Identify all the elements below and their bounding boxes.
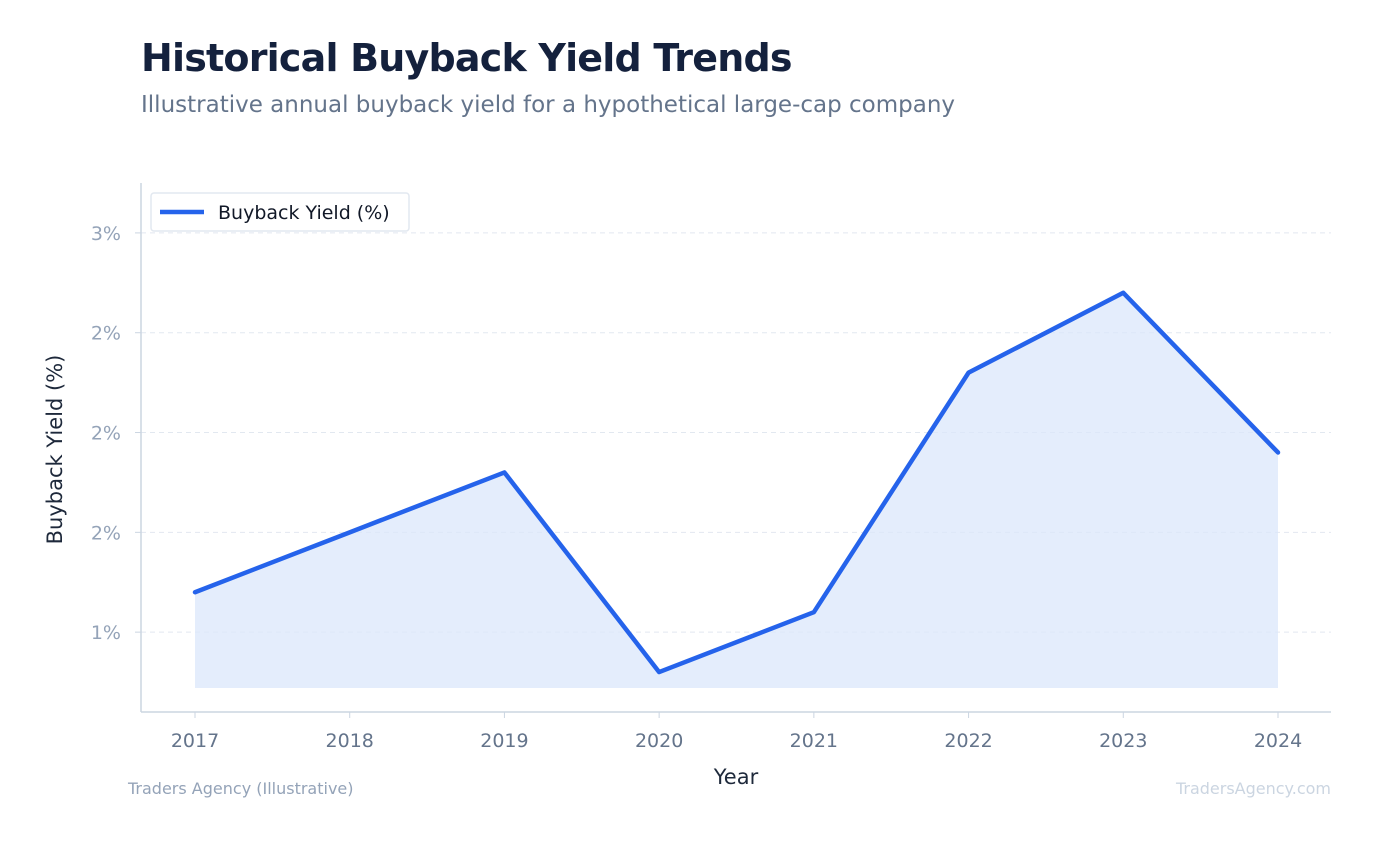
ytick-label-2: 2% [91, 423, 121, 445]
tick-labels: 1% 2% 2% 2% 3% 2017 2018 2019 2020 2021 2022 2023 20… [43, 223, 1302, 789]
ytick-label-1: 2% [91, 522, 121, 544]
area-fill [195, 292, 1278, 688]
legend-box [150, 192, 410, 232]
y-axis-title: Buyback Yield (%) [43, 355, 67, 545]
xtick-label-2020: 2020 [635, 730, 683, 752]
xtick-label-2019: 2019 [480, 730, 528, 752]
legend-label: Buyback Yield (%) [218, 202, 390, 224]
xtick-label-2023: 2023 [1099, 730, 1147, 752]
watermark: TradersAgency.com [1175, 779, 1331, 798]
chart-title: Historical Buyback Yield Trends [141, 36, 792, 80]
x-axis-title: Year [713, 765, 759, 789]
xtick-label-2024: 2024 [1254, 730, 1302, 752]
xtick-label-2021: 2021 [790, 730, 838, 752]
series-line [192, 290, 1281, 675]
ytick-label-4: 3% [91, 223, 121, 245]
ytick-label-3: 2% [91, 323, 121, 345]
source-note: Traders Agency (Illustrative) [128, 779, 354, 798]
xtick-label-2018: 2018 [326, 730, 374, 752]
chart-subtitle: Illustrative annual buyback yield for a … [141, 92, 956, 118]
area-layer [195, 292, 1278, 688]
ytick-label-0: 1% [91, 622, 121, 644]
legend: Buyback Yield (%) [150, 192, 410, 232]
axes [135, 183, 1331, 718]
line-layer [192, 290, 1281, 675]
xtick-label-2022: 2022 [944, 730, 992, 752]
xtick-label-2017: 2017 [171, 730, 219, 752]
